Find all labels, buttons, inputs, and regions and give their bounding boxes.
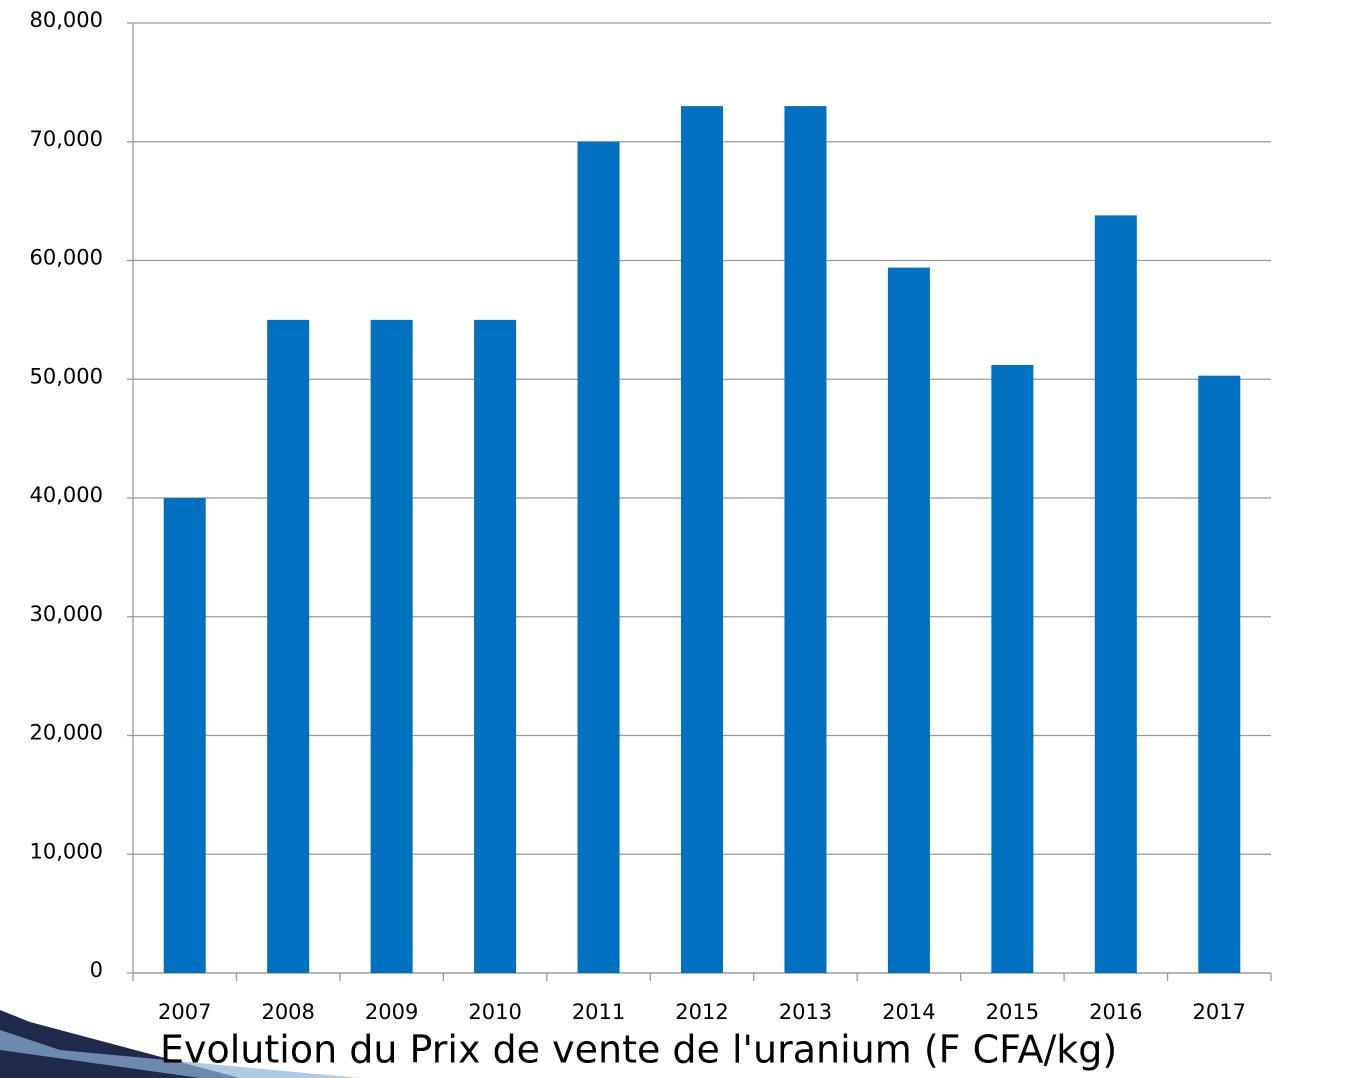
x-tick-label: 2016 xyxy=(1089,1000,1142,1024)
y-tick-label: 80,000 xyxy=(30,8,103,32)
y-tick-label: 10,000 xyxy=(30,839,103,863)
y-tick-label: 30,000 xyxy=(30,602,103,626)
x-tick-label: 2014 xyxy=(882,1000,935,1024)
chart: 0 10,000 20,000 30,000 40,000 50,000 60,000 70,… xyxy=(0,0,1345,1078)
chart-title: Evolution du Prix de vente de l'uranium … xyxy=(160,1028,1117,1072)
y-tick-label: 50,000 xyxy=(30,364,103,388)
x-tick-label: 2008 xyxy=(261,1000,314,1024)
x-tick-label: 2013 xyxy=(779,1000,832,1024)
bar xyxy=(1095,215,1137,973)
bar xyxy=(784,106,826,973)
x-tick-label: 2017 xyxy=(1193,1000,1246,1024)
y-tick-label: 20,000 xyxy=(30,721,103,745)
bar xyxy=(991,365,1033,973)
x-tick-label: 2012 xyxy=(675,1000,728,1024)
bar xyxy=(267,320,309,973)
bar xyxy=(888,268,930,973)
x-tick-label: 2015 xyxy=(986,1000,1039,1024)
bar xyxy=(474,320,516,973)
y-tick-label: 60,000 xyxy=(30,246,103,270)
x-tick-label: 2010 xyxy=(468,1000,521,1024)
bar xyxy=(164,498,206,973)
bar xyxy=(1198,376,1240,973)
bar xyxy=(371,320,413,973)
x-tick-label: 2009 xyxy=(365,1000,418,1024)
x-tick-label: 2011 xyxy=(572,1000,625,1024)
x-tick-label: 2007 xyxy=(158,1000,211,1024)
y-tick-label: 40,000 xyxy=(30,483,103,507)
bar xyxy=(578,142,620,973)
y-tick-label: 0 xyxy=(90,958,103,982)
bar xyxy=(681,106,723,973)
y-tick-label: 70,000 xyxy=(30,127,103,151)
